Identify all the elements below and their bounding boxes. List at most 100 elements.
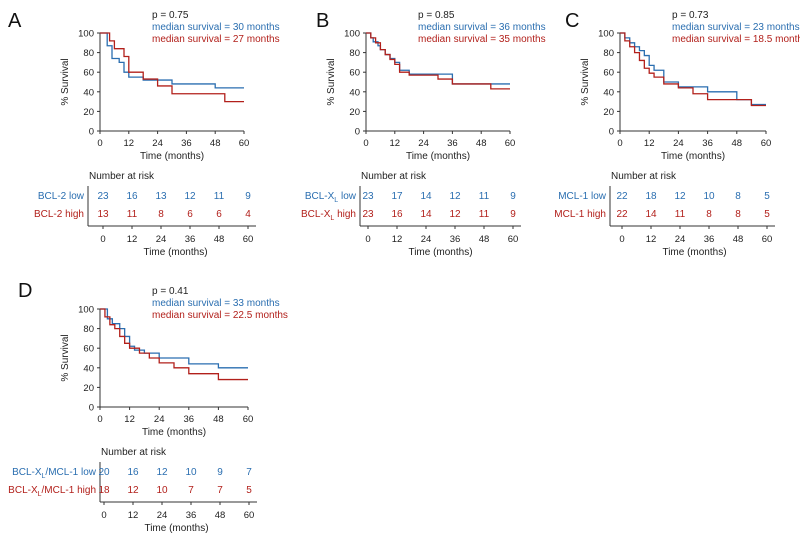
risk-time-label: 48 — [733, 234, 744, 245]
risk-time-label: 24 — [675, 234, 686, 245]
risk-count: 18 — [645, 191, 657, 202]
risk-count: 11 — [479, 209, 490, 220]
risk-row-label-high: MCL-1 high — [554, 209, 606, 220]
y-axis-title: % Survival — [326, 58, 337, 105]
risk-time-label: 60 — [243, 234, 254, 245]
risk-time-label: 36 — [186, 510, 197, 521]
label-subscript: L — [330, 215, 334, 222]
x-tick-label: 0 — [617, 138, 622, 149]
y-tick-label: 80 — [83, 324, 94, 335]
x-tick-label: 48 — [476, 138, 487, 149]
y-tick-label: 0 — [89, 403, 94, 414]
risk-time-label: 60 — [762, 234, 773, 245]
risk-count: 10 — [703, 191, 715, 202]
risk-count: 10 — [185, 467, 197, 478]
survival-curve-high — [620, 32, 766, 107]
x-tick-label: 0 — [97, 414, 102, 425]
median-high-label: median survival = 22.5 months — [152, 310, 288, 321]
risk-time-label: 12 — [128, 510, 139, 521]
risk-count: 11 — [675, 209, 686, 220]
x-tick-label: 48 — [732, 138, 743, 149]
risk-count: 7 — [188, 485, 194, 496]
risk-time-label: 48 — [479, 234, 490, 245]
risk-count: 8 — [735, 191, 741, 202]
x-tick-label: 36 — [702, 138, 713, 149]
risk-count: 13 — [155, 191, 167, 202]
y-tick-label: 80 — [603, 48, 614, 59]
risk-count: 23 — [362, 209, 374, 220]
risk-count: 12 — [127, 485, 139, 496]
risk-time-label: 24 — [156, 234, 167, 245]
label-subscript: L — [334, 197, 338, 204]
risk-x-axis-title: Time (months) — [144, 523, 208, 534]
risk-time-label: 0 — [100, 234, 105, 245]
median-high-label: median survival = 18.5 months — [672, 34, 800, 45]
y-tick-label: 20 — [349, 107, 360, 118]
y-tick-label: 60 — [349, 68, 360, 79]
risk-count: 12 — [156, 467, 168, 478]
median-high-label: median survival = 27 months — [152, 34, 280, 45]
risk-time-label: 60 — [508, 234, 519, 245]
x-axis-title: Time (months) — [140, 151, 204, 162]
y-tick-label: 100 — [78, 29, 94, 40]
label-rest: /MCL-1 low — [45, 467, 96, 478]
median-low-label: median survival = 23 months — [672, 22, 800, 33]
risk-row-label-high: BCL-XL high — [301, 209, 356, 222]
label-subscript: L — [42, 473, 46, 480]
risk-count: 11 — [127, 209, 138, 220]
risk-count: 16 — [391, 209, 403, 220]
risk-time-label: 36 — [704, 234, 715, 245]
x-tick-label: 48 — [210, 138, 221, 149]
risk-count: 14 — [645, 209, 657, 220]
risk-count: 23 — [362, 191, 374, 202]
y-tick-label: 100 — [344, 29, 360, 40]
risk-x-axis-title: Time (months) — [408, 247, 472, 258]
x-tick-label: 12 — [124, 414, 135, 425]
y-tick-label: 100 — [78, 305, 94, 316]
risk-count: 7 — [246, 467, 252, 478]
risk-time-label: 12 — [392, 234, 403, 245]
x-tick-label: 60 — [505, 138, 516, 149]
risk-row-label-low: BCL-XL low — [305, 191, 357, 204]
median-low-label: median survival = 30 months — [152, 22, 280, 33]
risk-time-label: 0 — [619, 234, 624, 245]
label-rest: low — [338, 191, 357, 202]
x-tick-label: 0 — [363, 138, 368, 149]
risk-count: 8 — [706, 209, 712, 220]
risk-count: 11 — [479, 191, 490, 202]
x-tick-label: 48 — [213, 414, 224, 425]
risk-count: 11 — [214, 191, 225, 202]
y-axis-title: % Survival — [60, 334, 71, 381]
label-rest: high — [334, 209, 356, 220]
y-tick-label: 40 — [83, 363, 94, 374]
x-tick-label: 24 — [418, 138, 429, 149]
risk-count: 7 — [217, 485, 223, 496]
survival-curve-high — [100, 308, 248, 381]
risk-count: 12 — [674, 191, 686, 202]
panel-label: D — [18, 280, 32, 302]
risk-count: 20 — [98, 467, 110, 478]
y-tick-label: 0 — [355, 127, 360, 138]
x-axis-title: Time (months) — [406, 151, 470, 162]
survival-curve-low — [100, 308, 248, 369]
y-axis-title: % Survival — [60, 58, 71, 105]
risk-count: 14 — [420, 209, 432, 220]
median-low-label: median survival = 33 months — [152, 298, 280, 309]
risk-row-label-low: BCL-XL/MCL-1 low — [12, 467, 97, 480]
x-tick-label: 12 — [644, 138, 655, 149]
label-subscript: L — [38, 491, 42, 498]
survival-curve-high — [100, 32, 244, 103]
risk-count: 4 — [245, 209, 251, 220]
risk-table-title: Number at risk — [89, 171, 155, 182]
risk-row-label-high: BCL-2 high — [34, 209, 84, 220]
risk-count: 9 — [217, 467, 223, 478]
risk-time-label: 0 — [365, 234, 370, 245]
x-axis-title: Time (months) — [142, 427, 206, 438]
median-low-label: median survival = 36 months — [418, 22, 546, 33]
label-main: BCL-X — [12, 467, 42, 478]
risk-count: 18 — [98, 485, 110, 496]
